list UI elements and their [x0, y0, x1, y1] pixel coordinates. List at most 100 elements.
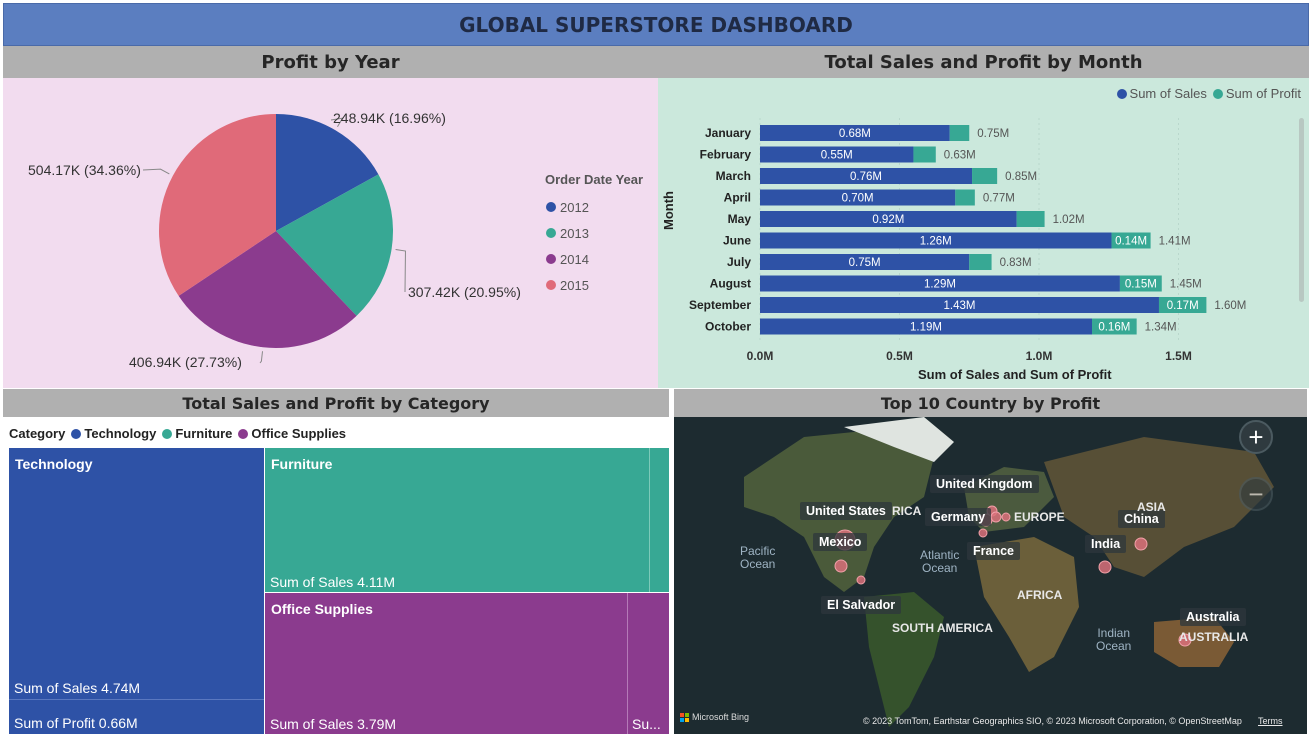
sales-profit-bar-chart[interactable]: January 0.68M 0.75M February 0.55M 0.63M March…: [658, 78, 1309, 388]
treemap-office-title: Office Supplies: [271, 601, 373, 617]
map-terms-link[interactable]: Terms: [1258, 716, 1283, 726]
map-region-australia: AUSTRALIA: [1179, 630, 1249, 644]
bar-profit-July[interactable]: [969, 254, 992, 270]
plus-icon: +: [1248, 422, 1264, 452]
bar-category-label: October: [705, 320, 751, 334]
pie-slice-2013[interactable]: [276, 174, 394, 316]
treemap-office-sales: Sum of Sales 3.79M: [270, 716, 397, 732]
map-profit-marker[interactable]: [1134, 537, 1148, 551]
map-profit-marker[interactable]: [856, 575, 866, 585]
bar-profit-September[interactable]: [1158, 297, 1207, 313]
profit-by-year-panel[interactable]: 248.94K (16.96%) 307.42K (20.95%) 406.94…: [3, 78, 658, 388]
bar-scrollbar[interactable]: [1299, 118, 1304, 302]
map-region-europe: EUROPE: [1014, 510, 1065, 524]
bar-profit-June[interactable]: [1111, 232, 1151, 249]
treemap-legend-furniture[interactable]: Furniture: [175, 426, 233, 441]
bar-profit-April[interactable]: [955, 189, 975, 206]
treemap-furniture-sales: Sum of Sales 4.11M: [270, 574, 396, 590]
map-copyright[interactable]: © 2023 TomTom, Earthstar Geographics SIO…: [863, 716, 1242, 726]
zoom-out-button[interactable]: −: [1239, 477, 1273, 511]
pie-slice-2012[interactable]: [276, 114, 379, 231]
bar-sales-value-label: 1.29M: [924, 279, 956, 291]
bar-legend-sales[interactable]: Sum of Sales: [1129, 86, 1207, 101]
bar-profit-March[interactable]: [972, 168, 998, 184]
pie-legend-item-2014[interactable]: 2014: [546, 246, 589, 272]
treemap-office-truncated: Su...: [632, 716, 661, 732]
treemap-legend-technology[interactable]: Technology: [84, 426, 157, 441]
sales-profit-category-header: Total Sales and Profit by Category: [3, 389, 669, 417]
pie-slice-2014[interactable]: [178, 231, 357, 348]
map-ocean-indian: Indian Ocean: [1096, 626, 1132, 653]
treemap-divider: [649, 448, 650, 592]
pie-legend-item-2012[interactable]: 2012: [546, 194, 589, 220]
bar-sales-February[interactable]: [760, 146, 914, 163]
treemap-cell-technology[interactable]: Technology Sum of Sales 4.74M Sum of Pro…: [9, 448, 264, 734]
bar-profit-February[interactable]: [913, 146, 936, 163]
map-profit-marker[interactable]: [990, 511, 1002, 523]
bar-sales-April[interactable]: [760, 189, 956, 206]
map-label-france[interactable]: France: [967, 542, 1020, 560]
bar-category-label: February: [700, 148, 752, 162]
map-profit-marker[interactable]: [1098, 560, 1112, 574]
bar-profit-January[interactable]: [949, 125, 970, 141]
bar-sales-January[interactable]: [760, 125, 950, 141]
country-map-panel[interactable]: United Kingdom United States Germany Fra…: [674, 417, 1307, 734]
pie-slice-2015[interactable]: [159, 114, 276, 296]
bar-category-label: August: [710, 277, 751, 291]
microsoft-logo-icon: [680, 712, 689, 722]
profit-pie-chart[interactable]: [3, 78, 658, 388]
map-profit-marker[interactable]: [1001, 512, 1011, 522]
bar-sales-May[interactable]: [760, 211, 1017, 227]
bar-sales-October[interactable]: [760, 318, 1093, 335]
sales-profit-month-panel[interactable]: Sum of Sales Sum of Profit Month January…: [658, 78, 1309, 388]
bar-tick-label: 1.5M: [1165, 349, 1192, 363]
pie-legend-label: 2013: [560, 225, 589, 241]
map-label-china[interactable]: China: [1118, 510, 1165, 528]
treemap-cell-office-supplies[interactable]: Office Supplies Sum of Sales 3.79M Su...: [265, 593, 669, 734]
bar-tick-label: 0.5M: [886, 349, 913, 363]
legend-dot-icon: [71, 428, 82, 439]
bar-profit-May[interactable]: [1016, 211, 1045, 227]
map-label-united-kingdom[interactable]: United Kingdom: [930, 475, 1039, 493]
pie-legend-label: 2014: [560, 251, 589, 267]
bar-profit-value-label: 0.16M: [1098, 322, 1130, 334]
pie-leader-line: [395, 248, 406, 293]
map-label-united-states[interactable]: United States: [800, 502, 892, 520]
pie-legend-title: Order Date Year: [545, 172, 644, 187]
map-label-mexico[interactable]: Mexico: [813, 533, 868, 551]
bar-profit-August[interactable]: [1119, 275, 1162, 292]
map-region-africa: AFRICA: [1017, 588, 1063, 602]
map-label-australia[interactable]: Australia: [1180, 608, 1246, 626]
map-label-germany[interactable]: Germany: [925, 508, 992, 526]
pie-legend-item-2015[interactable]: 2015: [546, 272, 589, 298]
bar-category-label: April: [724, 191, 751, 205]
bar-sales-August[interactable]: [760, 275, 1120, 292]
top-country-header: Top 10 Country by Profit: [674, 389, 1307, 417]
bar-sales-March[interactable]: [760, 168, 973, 184]
map-profit-marker[interactable]: [1178, 633, 1192, 647]
map-profit-marker[interactable]: [978, 528, 988, 538]
profit-by-year-header: Profit by Year: [3, 46, 658, 78]
sales-profit-month-title: Total Sales and Profit by Month: [824, 51, 1143, 73]
bar-legend-profit[interactable]: Sum of Profit: [1225, 86, 1301, 101]
map-label-india[interactable]: India: [1085, 535, 1127, 553]
pie-leader-line: [142, 168, 170, 175]
map-profit-marker[interactable]: [834, 559, 848, 573]
bar-profit-October[interactable]: [1092, 318, 1137, 335]
world-map[interactable]: [674, 417, 1307, 734]
map-ocean-pacific: Pacific Ocean: [740, 544, 776, 571]
bar-total-label: 0.85M: [1005, 171, 1037, 183]
treemap-divider: [627, 593, 628, 734]
bar-sales-value-label: 0.75M: [849, 257, 881, 269]
treemap-legend-office[interactable]: Office Supplies: [251, 426, 347, 441]
treemap-cell-furniture[interactable]: Furniture Sum of Sales 4.11M: [265, 448, 669, 592]
bar-sales-September[interactable]: [760, 297, 1159, 313]
bar-sales-June[interactable]: [760, 232, 1112, 249]
map-label-el-salvador[interactable]: El Salvador: [821, 596, 902, 614]
pie-legend-item-2013[interactable]: 2013: [546, 220, 589, 246]
category-treemap-panel[interactable]: Category Technology Furniture Office Sup…: [3, 417, 669, 734]
zoom-in-button[interactable]: +: [1239, 420, 1273, 454]
bar-sales-value-label: 0.68M: [839, 128, 871, 140]
bar-sales-July[interactable]: [760, 254, 970, 270]
bar-sales-value-label: 1.43M: [944, 300, 976, 312]
